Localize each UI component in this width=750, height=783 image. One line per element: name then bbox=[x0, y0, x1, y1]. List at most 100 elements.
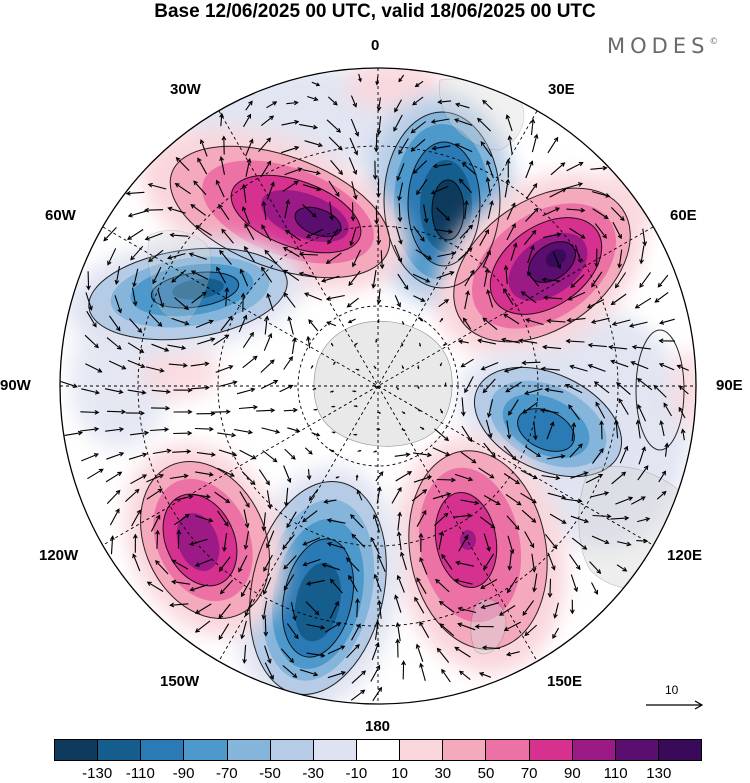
wind-vector bbox=[306, 623, 325, 629]
wind-vector bbox=[234, 428, 252, 434]
wind-vector bbox=[151, 343, 169, 352]
wind-vector-head bbox=[552, 544, 558, 550]
wind-vector-head bbox=[560, 454, 566, 459]
wind-vector bbox=[482, 317, 498, 331]
wind-vector bbox=[482, 378, 496, 393]
wind-vector bbox=[350, 95, 357, 107]
wind-vector bbox=[552, 627, 560, 639]
wind-vector bbox=[216, 180, 225, 198]
wind-vector-head bbox=[407, 471, 413, 476]
wind-vector-head bbox=[482, 317, 488, 323]
colorbar-swatch bbox=[529, 740, 573, 760]
wind-vector-head bbox=[288, 384, 294, 390]
wind-vector-head bbox=[312, 124, 319, 130]
wind-vector-head bbox=[495, 500, 501, 505]
wind-vector-head bbox=[395, 622, 401, 628]
wind-vector-head bbox=[285, 199, 291, 205]
wind-vector bbox=[281, 146, 299, 154]
map-title: Base 12/06/2025 00 UTC, valid 18/06/2025… bbox=[154, 1, 596, 22]
wind-vector-head bbox=[507, 135, 513, 141]
wind-vector-head bbox=[542, 344, 548, 350]
wind-vector-head bbox=[283, 269, 289, 275]
wind-vector bbox=[541, 474, 560, 479]
wind-vector bbox=[481, 602, 500, 609]
wind-vector-head bbox=[240, 292, 246, 298]
wind-vector bbox=[218, 603, 231, 619]
brand-text: MODES bbox=[607, 34, 710, 58]
wind-vector bbox=[501, 338, 520, 344]
wind-vector bbox=[263, 201, 267, 220]
wind-vector bbox=[189, 253, 207, 260]
wind-vector bbox=[372, 687, 382, 702]
wind-vector-head bbox=[157, 488, 163, 494]
reference-vector: 10 bbox=[643, 683, 705, 713]
wind-vector-head bbox=[372, 174, 378, 180]
wind-vector bbox=[86, 310, 97, 327]
wind-vector-head bbox=[360, 689, 366, 695]
wind-vector-head bbox=[164, 347, 170, 352]
wind-vector-head bbox=[335, 476, 338, 479]
wind-vector bbox=[126, 191, 145, 195]
wind-vector bbox=[148, 312, 162, 327]
wind-vector-head bbox=[480, 604, 486, 610]
wind-vector-head bbox=[430, 189, 436, 195]
wind-vector-head bbox=[110, 535, 115, 541]
wind-vector-head bbox=[288, 355, 293, 361]
wind-vector-head bbox=[397, 257, 403, 263]
wind-vector bbox=[324, 622, 341, 633]
wind-vector bbox=[264, 250, 278, 265]
wind-vector bbox=[127, 229, 144, 240]
lon-label-60e: 60E bbox=[670, 207, 697, 224]
wind-vector bbox=[458, 607, 477, 614]
wind-vector bbox=[441, 669, 451, 683]
wind-vector-head bbox=[446, 492, 452, 497]
wind-vector-head bbox=[186, 449, 192, 454]
wind-vector bbox=[283, 465, 291, 483]
wind-vector-head bbox=[159, 367, 165, 373]
wind-vector bbox=[171, 317, 189, 325]
lon-label-90e: 90E bbox=[716, 377, 743, 394]
wind-vector bbox=[218, 556, 231, 572]
wind-vector-head bbox=[376, 239, 382, 245]
wind-vector-head bbox=[566, 317, 572, 323]
wind-vector-head bbox=[263, 566, 268, 572]
wind-vector-head bbox=[347, 319, 352, 324]
wind-vector bbox=[464, 376, 474, 393]
wind-vector bbox=[642, 228, 646, 246]
wind-vector bbox=[171, 269, 187, 283]
lon-label-150e: 150E bbox=[547, 673, 583, 690]
wind-vector-head bbox=[437, 99, 443, 105]
wind-vector bbox=[590, 492, 609, 498]
wind-vector bbox=[391, 487, 402, 504]
wind-vector bbox=[352, 249, 361, 267]
wind-vector-head bbox=[92, 322, 97, 328]
wind-vector bbox=[261, 224, 272, 242]
colorbar bbox=[54, 739, 702, 761]
wind-vector bbox=[351, 624, 361, 641]
wind-vector bbox=[240, 269, 249, 287]
wind-vector bbox=[433, 163, 452, 168]
wind-vector-head bbox=[490, 523, 496, 529]
wind-vector bbox=[215, 365, 233, 373]
wind-vector-head bbox=[654, 298, 660, 303]
wind-vector bbox=[218, 449, 237, 456]
wind-vector bbox=[190, 538, 208, 546]
wind-vector-head bbox=[463, 199, 469, 205]
wind-vector bbox=[106, 410, 126, 413]
wind-vector-head bbox=[189, 541, 195, 546]
wind-vector-head bbox=[210, 337, 216, 342]
wind-vector bbox=[376, 76, 379, 85]
wind-vector-head bbox=[315, 170, 321, 176]
wind-vector bbox=[306, 579, 325, 585]
wind-vector-head bbox=[460, 362, 466, 368]
wind-vector bbox=[378, 600, 382, 619]
wind-vector bbox=[435, 579, 450, 593]
wind-vector bbox=[286, 101, 298, 105]
wind-vector-head bbox=[467, 513, 473, 519]
wind-vector bbox=[533, 421, 537, 440]
wind-vector bbox=[522, 600, 535, 616]
wind-vector bbox=[568, 404, 580, 421]
wind-vector-head bbox=[283, 292, 289, 298]
wind-vector bbox=[503, 289, 514, 305]
wind-vector-head bbox=[578, 161, 584, 167]
